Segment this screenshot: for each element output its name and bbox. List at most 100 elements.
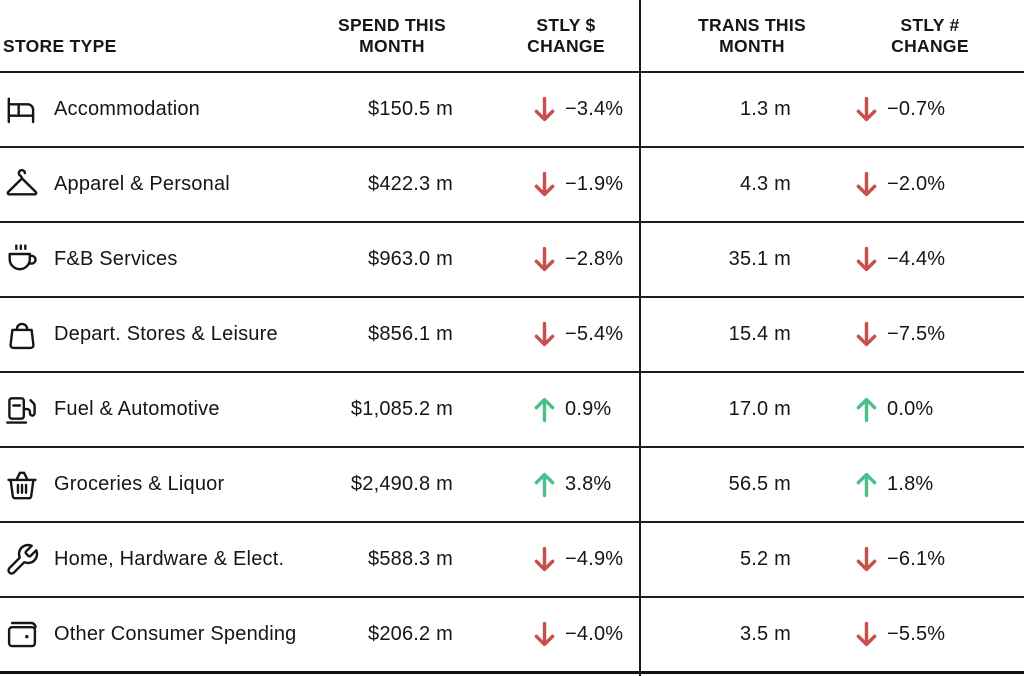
down-arrow-icon: [533, 171, 556, 198]
table-row: Home, Hardware & Elect. $588.3 m −4.9% 5.2 …: [0, 523, 1024, 598]
spend-change-cell: −3.4%: [460, 96, 640, 123]
down-arrow-icon: [855, 621, 878, 648]
store-type-cell: Apparel & Personal: [0, 166, 300, 204]
table-header: STORE TYPE SPEND THIS MONTH STLY $ CHANG…: [0, 0, 1024, 73]
down-arrow-icon: [855, 171, 878, 198]
trans-value: 56.5 m: [728, 473, 791, 495]
spend-change-cell: 0.9%: [460, 396, 640, 423]
store-type-cell: Home, Hardware & Elect.: [0, 541, 300, 579]
store-type-label: Accommodation: [54, 98, 200, 120]
spend-value: $963.0 m: [368, 248, 453, 270]
table-row: Fuel & Automotive $1,085.2 m 0.9% 17.0 m 0.0…: [0, 373, 1024, 448]
store-type-label: Fuel & Automotive: [54, 398, 220, 420]
trans-value: 3.5 m: [739, 623, 791, 645]
trans-change-cell: −6.1%: [820, 546, 1024, 573]
col-header-store-type: STORE TYPE: [3, 36, 117, 56]
spend-change-value: −3.4%: [565, 98, 624, 120]
spend-value: $422.3 m: [368, 173, 453, 195]
trans-value: 1.3 m: [739, 98, 791, 120]
section-divider: [639, 0, 641, 676]
col-header-stly-num-change: STLY # CHANGE: [891, 15, 969, 56]
table-row: Apparel & Personal $422.3 m −1.9% 4.3 m −2.0…: [0, 148, 1024, 223]
store-type-label: F&B Services: [54, 248, 178, 270]
down-arrow-icon: [533, 246, 556, 273]
spend-change-cell: 3.8%: [460, 471, 640, 498]
up-arrow-icon: [533, 396, 556, 423]
store-type-cell: Other Consumer Spending: [0, 616, 300, 654]
down-arrow-icon: [855, 546, 878, 573]
trans-value: 4.3 m: [739, 173, 791, 195]
table-body: Accommodation $150.5 m −3.4% 1.3 m −0.7% Appa…: [0, 73, 1024, 674]
col-header-trans-this-month: TRANS THIS MONTH: [698, 15, 806, 56]
trans-change-value: −7.5%: [887, 323, 946, 345]
trans-value: 35.1 m: [728, 248, 791, 270]
spend-value: $2,490.8 m: [350, 473, 453, 495]
table-row: Groceries & Liquor $2,490.8 m 3.8% 56.5 m 1.…: [0, 448, 1024, 523]
spend-change-cell: −2.8%: [460, 246, 640, 273]
store-type-cell: Groceries & Liquor: [0, 466, 300, 504]
store-type-cell: Fuel & Automotive: [0, 391, 300, 429]
table-row: Accommodation $150.5 m −3.4% 1.3 m −0.7%: [0, 73, 1024, 148]
trans-change-cell: 1.8%: [820, 471, 1024, 498]
trans-change-cell: −4.4%: [820, 246, 1024, 273]
table-row: F&B Services $963.0 m −2.8% 35.1 m −4.4%: [0, 223, 1024, 298]
spend-change-value: −2.8%: [565, 248, 624, 270]
store-type-label: Other Consumer Spending: [54, 623, 297, 645]
store-type-cell: Depart. Stores & Leisure: [0, 316, 300, 354]
spend-value: $150.5 m: [368, 98, 453, 120]
spend-value: $1,085.2 m: [350, 398, 453, 420]
down-arrow-icon: [533, 321, 556, 348]
spend-change-value: −1.9%: [565, 173, 624, 195]
spend-value: $588.3 m: [368, 548, 453, 570]
trans-change-value: 1.8%: [887, 473, 934, 495]
trans-change-cell: −0.7%: [820, 96, 1024, 123]
store-type-cell: F&B Services: [0, 241, 300, 279]
bed-icon: [3, 91, 41, 129]
spend-change-cell: −4.9%: [460, 546, 640, 573]
down-arrow-icon: [855, 246, 878, 273]
spend-value: $206.2 m: [368, 623, 453, 645]
down-arrow-icon: [533, 96, 556, 123]
down-arrow-icon: [533, 546, 556, 573]
fuel-pump-icon: [3, 391, 41, 429]
trans-value: 15.4 m: [728, 323, 791, 345]
spend-change-value: −4.0%: [565, 623, 624, 645]
up-arrow-icon: [855, 396, 878, 423]
table-row: Depart. Stores & Leisure $856.1 m −5.4% 15.…: [0, 298, 1024, 373]
wallet-icon: [3, 616, 41, 654]
col-header-spend-this-month: SPEND THIS MONTH: [337, 15, 447, 56]
trans-value: 5.2 m: [739, 548, 791, 570]
down-arrow-icon: [855, 96, 878, 123]
up-arrow-icon: [855, 471, 878, 498]
shopping-bag-icon: [3, 316, 41, 354]
wrench-icon: [3, 541, 41, 579]
up-arrow-icon: [533, 471, 556, 498]
store-type-label: Groceries & Liquor: [54, 473, 225, 495]
spend-change-value: 3.8%: [565, 473, 612, 495]
spend-change-cell: −5.4%: [460, 321, 640, 348]
spend-change-value: −5.4%: [565, 323, 624, 345]
down-arrow-icon: [855, 321, 878, 348]
store-type-cell: Accommodation: [0, 91, 300, 129]
col-header-stly-dollar-change: STLY $ CHANGE: [527, 15, 605, 56]
spend-change-value: −4.9%: [565, 548, 624, 570]
basket-icon: [3, 466, 41, 504]
trans-value: 17.0 m: [728, 398, 791, 420]
trans-change-value: −6.1%: [887, 548, 946, 570]
trans-change-cell: −2.0%: [820, 171, 1024, 198]
table-row: Other Consumer Spending $206.2 m −4.0% 3.5 …: [0, 598, 1024, 674]
coffee-cup-icon: [3, 241, 41, 279]
trans-change-value: −0.7%: [887, 98, 946, 120]
down-arrow-icon: [533, 621, 556, 648]
trans-change-cell: 0.0%: [820, 396, 1024, 423]
trans-change-value: 0.0%: [887, 398, 934, 420]
hanger-icon: [3, 166, 41, 204]
trans-change-cell: −5.5%: [820, 621, 1024, 648]
trans-change-value: −4.4%: [887, 248, 946, 270]
store-type-label: Apparel & Personal: [54, 173, 230, 195]
trans-change-value: −5.5%: [887, 623, 946, 645]
store-type-label: Depart. Stores & Leisure: [54, 323, 278, 345]
trans-change-value: −2.0%: [887, 173, 946, 195]
trans-change-cell: −7.5%: [820, 321, 1024, 348]
